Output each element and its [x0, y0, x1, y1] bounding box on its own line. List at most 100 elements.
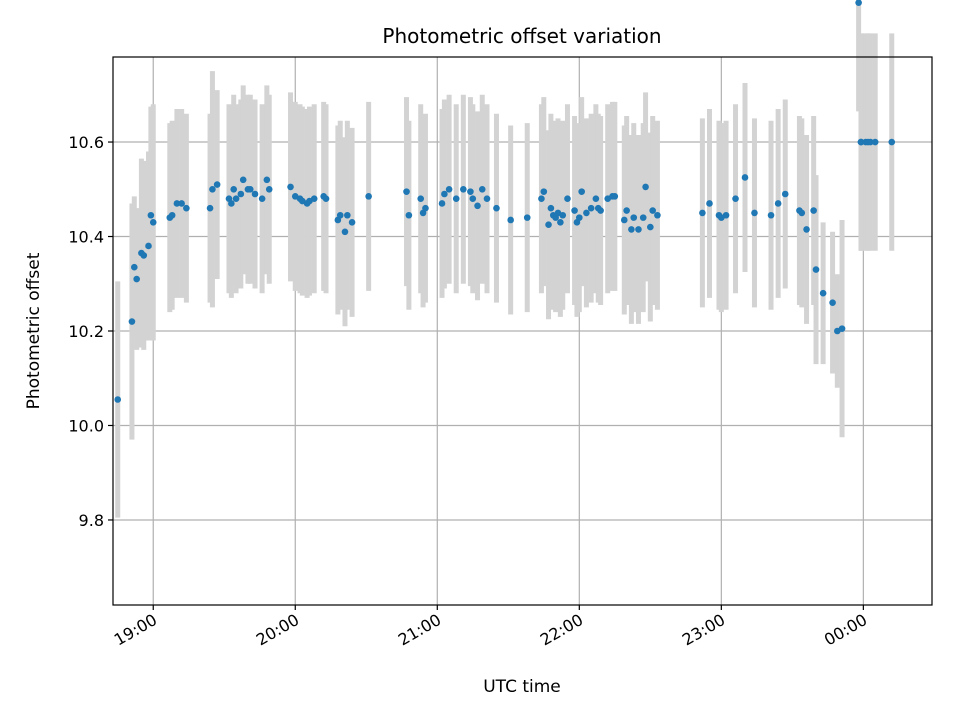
data-point — [630, 214, 638, 221]
data-point — [149, 219, 157, 226]
data-points — [114, 0, 896, 403]
grid — [113, 57, 932, 605]
data-point — [239, 176, 247, 184]
data-point — [493, 204, 500, 212]
data-point — [628, 226, 635, 233]
data-point — [639, 214, 647, 221]
data-point — [722, 211, 730, 219]
data-point — [649, 207, 656, 214]
data-point — [623, 207, 630, 214]
data-point — [140, 252, 148, 259]
x-axis-label: UTC time — [483, 677, 561, 697]
data-point — [538, 195, 545, 203]
data-point — [857, 138, 865, 146]
data-point — [452, 195, 460, 203]
data-point — [592, 195, 600, 203]
data-point — [251, 190, 259, 198]
y-tick-label: 10.6 — [68, 133, 104, 152]
data-point — [344, 211, 351, 219]
data-point — [365, 193, 372, 200]
data-point — [178, 200, 185, 207]
data-point — [263, 176, 271, 184]
data-point — [741, 174, 749, 181]
data-point — [128, 318, 136, 325]
data-point — [781, 190, 789, 198]
data-point — [611, 193, 619, 200]
data-point — [258, 195, 266, 203]
data-point — [829, 299, 836, 306]
chart-title: Photometric offset variation — [382, 24, 661, 48]
data-point — [540, 188, 548, 195]
data-point — [642, 183, 649, 191]
data-point — [460, 185, 467, 193]
data-point — [467, 188, 474, 195]
data-point — [767, 211, 775, 219]
data-point — [133, 275, 140, 283]
data-point — [583, 209, 590, 217]
data-point — [478, 185, 486, 193]
data-point — [547, 204, 555, 212]
data-point — [654, 211, 661, 219]
data-point — [706, 200, 713, 207]
data-point — [474, 202, 481, 210]
data-point — [403, 188, 410, 195]
data-point — [647, 223, 654, 231]
data-point — [803, 226, 810, 233]
data-point — [147, 211, 155, 219]
data-point — [441, 190, 448, 198]
data-point — [230, 185, 238, 193]
data-point — [597, 207, 604, 214]
data-point — [564, 195, 571, 203]
data-point — [571, 207, 578, 214]
data-point — [232, 195, 240, 203]
data-point — [265, 185, 273, 193]
data-point — [114, 396, 122, 403]
data-point — [168, 211, 176, 219]
data-point — [348, 219, 356, 226]
data-point — [310, 195, 318, 203]
data-point — [483, 195, 491, 203]
data-point — [774, 200, 782, 207]
data-point — [559, 211, 567, 219]
data-point — [287, 183, 294, 191]
data-point — [131, 263, 138, 271]
data-point — [209, 185, 216, 193]
y-tick-label: 10.0 — [68, 416, 104, 435]
data-point — [812, 266, 820, 273]
data-point — [438, 200, 446, 207]
data-point — [507, 216, 514, 224]
data-point — [237, 190, 245, 198]
data-point — [888, 138, 896, 146]
data-point — [469, 195, 477, 203]
data-point — [445, 185, 453, 193]
data-point — [699, 209, 706, 217]
data-point — [620, 216, 628, 224]
data-point — [867, 138, 874, 146]
data-point — [336, 211, 344, 219]
data-point — [578, 188, 585, 195]
data-point — [838, 325, 846, 332]
data-point — [855, 0, 862, 6]
data-point — [732, 195, 739, 203]
data-point — [557, 219, 564, 226]
data-point — [751, 209, 758, 217]
data-point — [417, 195, 425, 203]
y-axis-label: Photometric offset — [24, 252, 44, 409]
data-point — [576, 214, 583, 221]
data-point — [173, 200, 181, 207]
data-point — [545, 221, 552, 229]
data-point — [523, 214, 531, 221]
data-point — [798, 209, 806, 217]
y-tick-label: 10.2 — [68, 322, 104, 341]
data-point — [183, 204, 190, 212]
data-point — [871, 138, 879, 146]
data-point — [422, 204, 429, 212]
data-point — [246, 185, 254, 193]
data-point — [810, 207, 817, 214]
data-point — [213, 181, 221, 188]
y-tick-label: 10.4 — [68, 228, 104, 247]
data-point — [206, 204, 214, 212]
data-point — [228, 200, 235, 207]
y-axis-ticks: 9.8 10.0 10.2 10.4 10.6 — [68, 133, 113, 530]
y-tick-label: 9.8 — [79, 511, 104, 530]
